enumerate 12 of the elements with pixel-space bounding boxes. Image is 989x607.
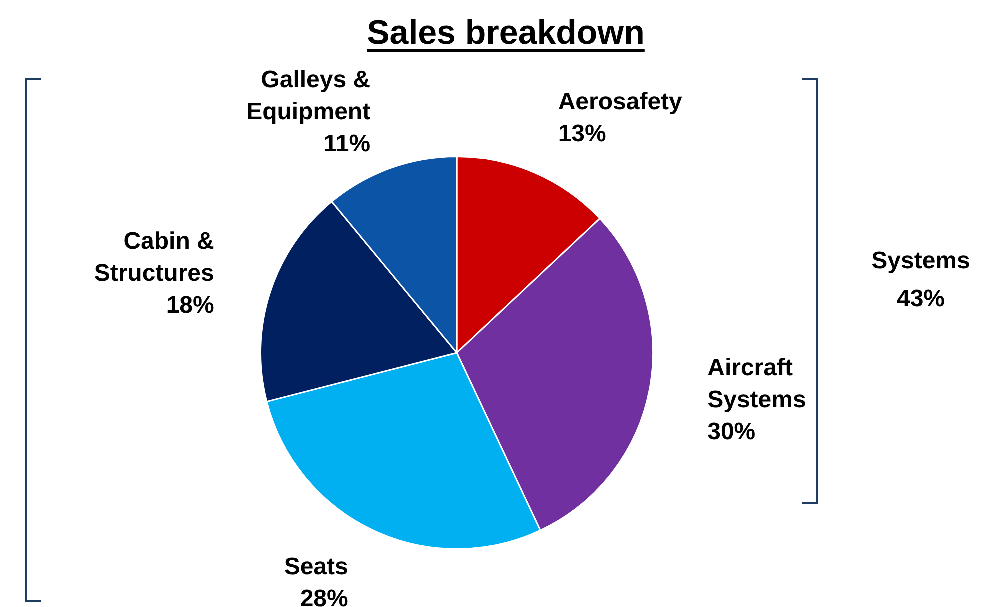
slice-label: Galleys & Equipment <box>246 66 371 126</box>
slice-label: Aerosafety <box>558 88 684 116</box>
data-label: 18% <box>166 292 214 319</box>
data-label: 11% <box>324 130 371 158</box>
slice-label: Cabin & Structures <box>94 228 214 287</box>
slice-label: Aircraft Systems <box>708 354 806 414</box>
data-label: 13% <box>558 120 606 148</box>
slice-label: Seats <box>284 553 348 580</box>
chart-title: Sales breakdown <box>367 14 645 52</box>
text: Systems 43% <box>872 248 970 313</box>
data-label: 28% <box>300 585 348 607</box>
data-label: 30% <box>708 418 756 446</box>
